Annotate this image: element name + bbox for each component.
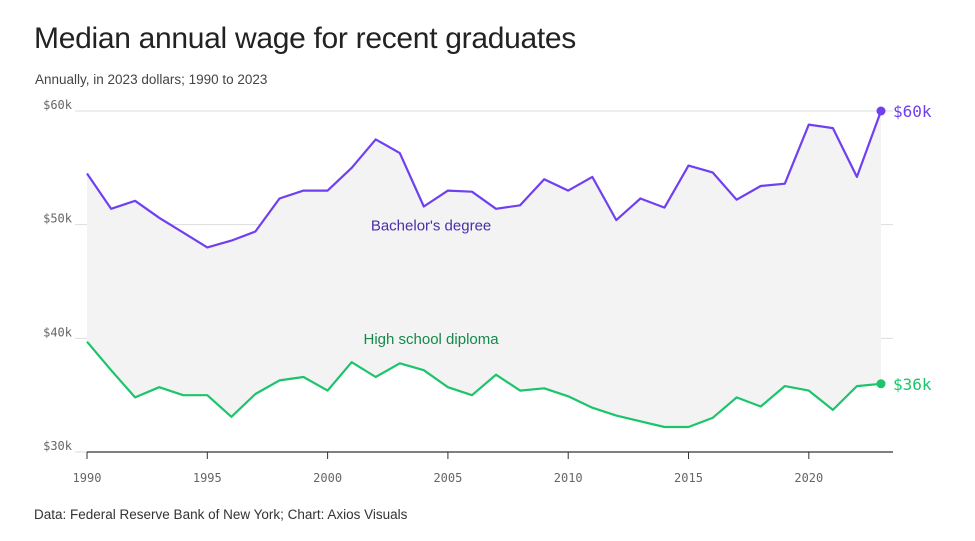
high-school-line — [86, 340, 882, 429]
x-tick-label: 1990 — [73, 471, 102, 485]
chart-subtitle: Annually, in 2023 dollars; 1990 to 2023 — [35, 72, 268, 87]
bachelors-line — [86, 110, 883, 249]
x-tick-label: 2015 — [674, 471, 703, 485]
high-school-end-point — [876, 379, 886, 389]
y-tick-label: $60k — [43, 98, 73, 112]
label-layer: $30k $40k $50k $60k 1990 1995 2000 2005 2010 2015… — [43, 98, 932, 485]
high-school-end-label: $36k — [893, 375, 932, 394]
x-tick-label: 2010 — [554, 471, 583, 485]
x-tick-label: 2000 — [313, 471, 342, 485]
bachelors-end-label: $60k — [893, 102, 932, 121]
chart-title: Median annual wage for recent graduates — [34, 22, 576, 55]
y-tick-label: $50k — [43, 212, 73, 226]
bachelors-end-point — [876, 106, 886, 116]
axis-layer — [86, 451, 893, 459]
y-tick-label: $30k — [43, 439, 73, 453]
chart-source: Data: Federal Reserve Bank of New York; … — [34, 507, 408, 522]
area-between-series — [87, 111, 881, 427]
series-layer — [86, 106, 886, 429]
y-tick-label: $40k — [43, 325, 73, 339]
fill-layer — [87, 111, 881, 427]
high-school-series-label: High school diploma — [364, 331, 500, 348]
x-tick-label: 1995 — [193, 471, 222, 485]
bachelors-series-label: Bachelor's degree — [371, 217, 491, 234]
x-tick-label: 2020 — [794, 471, 823, 485]
x-tick-label: 2005 — [433, 471, 462, 485]
